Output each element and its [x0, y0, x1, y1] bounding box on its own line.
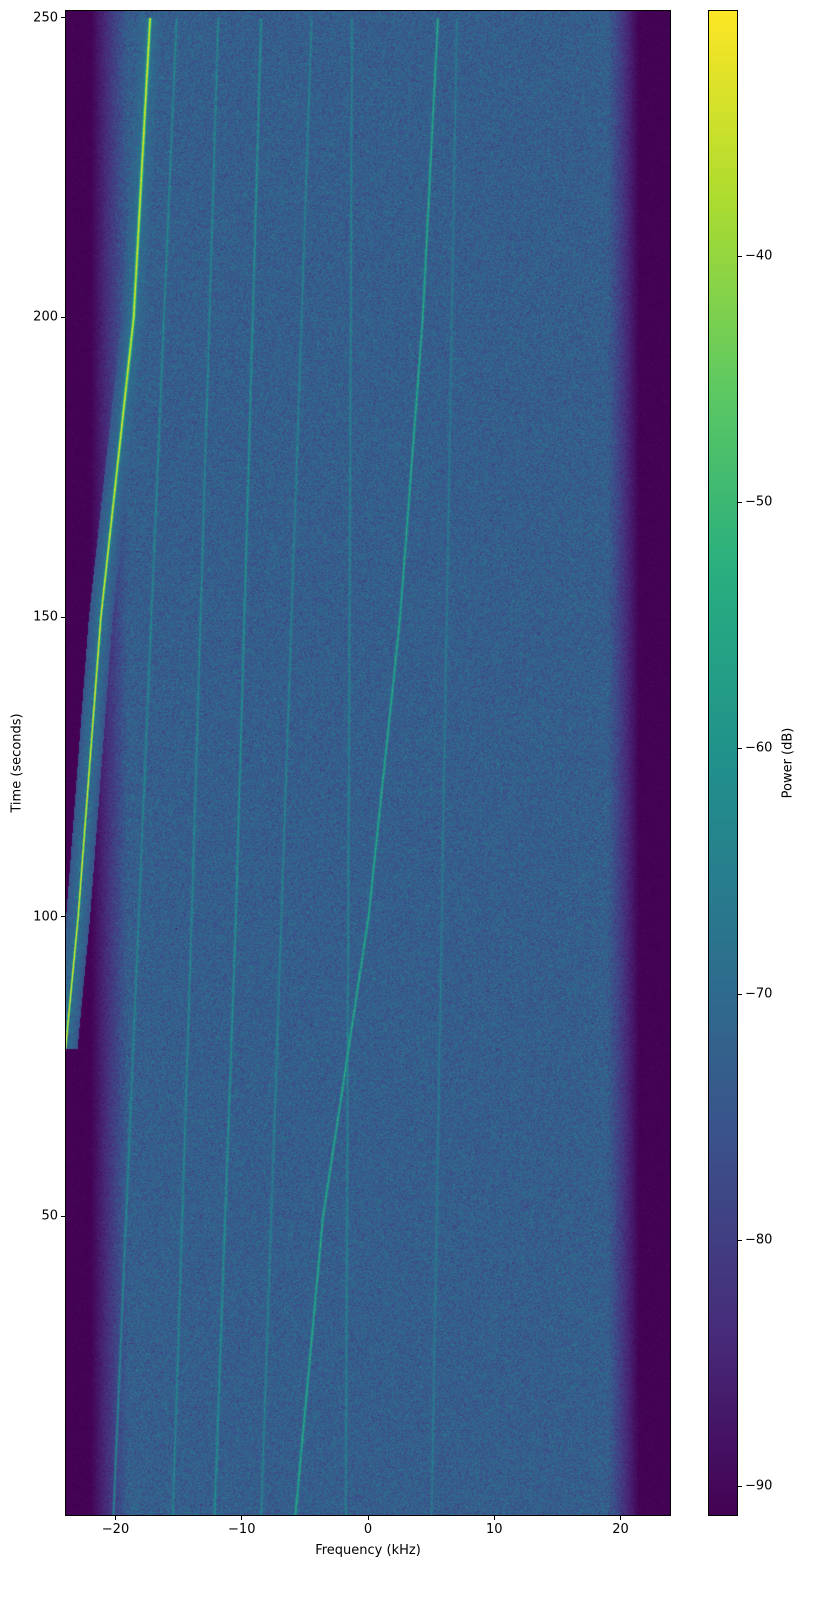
x-tick [493, 1516, 495, 1520]
colorbar-tick-label: −90 [745, 1478, 773, 1494]
colorbar-tick [738, 255, 742, 257]
colorbar-tick [738, 747, 742, 749]
x-tick-label: 10 [485, 1522, 503, 1537]
colorbar-tick [738, 993, 742, 995]
x-tick-label: 0 [363, 1522, 373, 1537]
colorbar-tick-label: −70 [745, 986, 773, 1002]
colorbar-tick-label: −60 [745, 740, 773, 756]
colorbar-tick [738, 1485, 742, 1487]
x-tick-label: −10 [228, 1522, 256, 1537]
y-tick-label: 200 [33, 309, 58, 325]
spectrogram-plot-area [65, 10, 671, 1516]
colorbar-gradient [708, 10, 738, 1516]
y-tick [61, 616, 65, 618]
y-axis-label: Time (seconds) [9, 713, 25, 813]
y-tick [61, 316, 65, 318]
colorbar-tick-label: −40 [745, 248, 773, 264]
x-tick [620, 1516, 621, 1520]
colorbar-tick-label: −80 [745, 1232, 773, 1248]
y-tick-label: 250 [33, 10, 58, 26]
x-tick [115, 1516, 116, 1520]
colorbar-label: Power (dB) [780, 727, 796, 799]
spectrogram-image [65, 10, 671, 1516]
x-tick [241, 1516, 243, 1520]
x-tick-label: −20 [101, 1522, 130, 1537]
x-axis-label: Frequency (kHz) [315, 1543, 421, 1558]
y-tick [61, 1215, 65, 1217]
y-tick-label: 100 [33, 909, 58, 925]
colorbar-tick-label: −50 [745, 494, 773, 510]
x-tick [367, 1516, 369, 1520]
y-tick-label: 150 [33, 609, 58, 625]
colorbar [708, 10, 738, 1516]
x-tick-label: 20 [612, 1522, 629, 1537]
y-tick-label: 50 [41, 1208, 58, 1224]
colorbar-tick [738, 1239, 742, 1241]
y-tick [61, 17, 65, 19]
colorbar-tick [738, 501, 742, 503]
y-tick [61, 916, 65, 918]
